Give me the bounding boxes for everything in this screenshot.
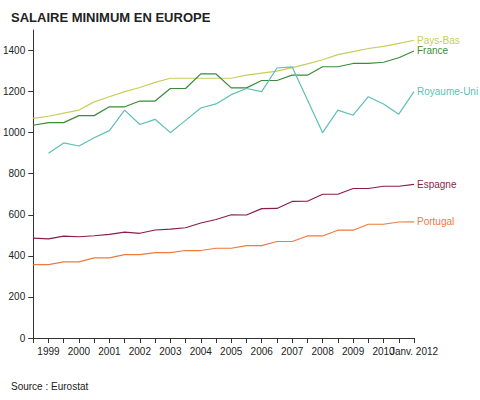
svg-text:1200: 1200 (3, 86, 26, 97)
svg-text:France: France (417, 45, 449, 56)
svg-text:400: 400 (9, 250, 26, 261)
svg-text:Janv. 2012: Janv. 2012 (390, 346, 439, 357)
svg-text:SALAIRE MINIMUM EN EUROPE: SALAIRE MINIMUM EN EUROPE (11, 10, 211, 25)
svg-text:800: 800 (9, 168, 26, 179)
svg-text:2010: 2010 (372, 345, 395, 357)
svg-text:Royaume-Uni: Royaume-Uni (417, 86, 478, 97)
svg-text:Portugal: Portugal (417, 216, 454, 227)
svg-text:2001: 2001 (98, 346, 121, 357)
svg-text:1400: 1400 (3, 45, 26, 56)
svg-text:600: 600 (9, 209, 26, 220)
svg-text:1999: 1999 (37, 346, 60, 357)
svg-text:2009: 2009 (342, 346, 365, 357)
svg-text:2005: 2005 (220, 346, 243, 357)
svg-text:Source : Eurostat: Source : Eurostat (11, 381, 88, 392)
svg-text:200: 200 (9, 291, 26, 302)
svg-text:Espagne: Espagne (417, 179, 457, 190)
svg-text:2007: 2007 (281, 346, 304, 357)
svg-text:0: 0 (20, 333, 26, 344)
svg-text:2008: 2008 (311, 346, 334, 357)
svg-text:2000: 2000 (68, 346, 91, 357)
svg-text:2002: 2002 (129, 346, 152, 357)
svg-text:1000: 1000 (3, 127, 26, 138)
svg-text:2006: 2006 (251, 346, 274, 357)
svg-text:2004: 2004 (190, 346, 213, 357)
svg-text:Pays-Bas: Pays-Bas (417, 35, 460, 46)
svg-text:2003: 2003 (159, 346, 182, 357)
